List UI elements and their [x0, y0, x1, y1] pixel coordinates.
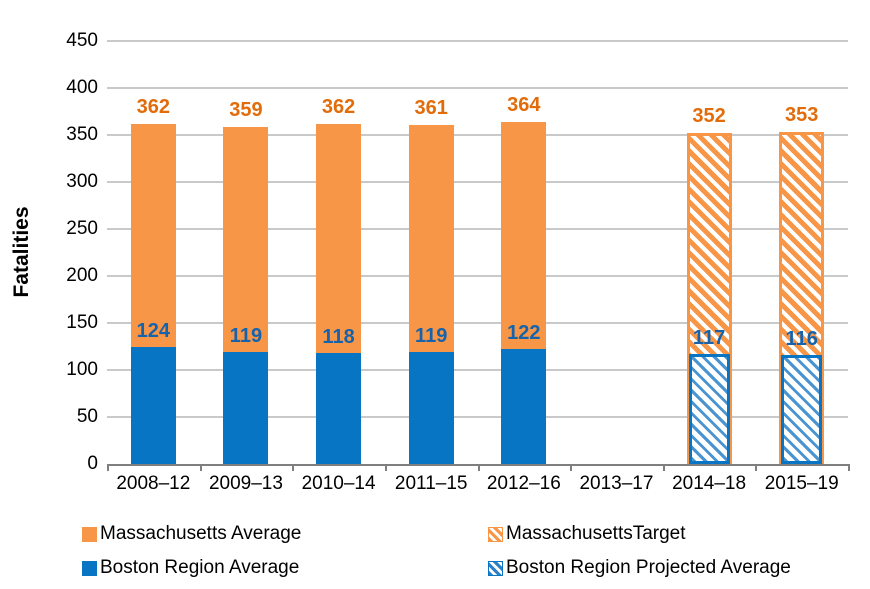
x-axis-tick-label: 2011–15 [394, 473, 468, 494]
gridline [107, 87, 848, 89]
y-axis-tick-label: 350 [66, 124, 98, 145]
y-axis-tick-label: 0 [87, 453, 98, 474]
massachusetts-average-bar [130, 123, 176, 348]
legend-label-massachusetts-target: MassachusettsTarget [506, 523, 686, 544]
massachusetts-average-bar [408, 124, 454, 353]
x-axis-tick-label: 2008–12 [116, 473, 191, 494]
boston-region-average-bar [501, 349, 547, 464]
y-axis-tick-label: 450 [66, 30, 98, 51]
boston-value-label: 118 [322, 326, 355, 349]
x-axis-tick [107, 464, 109, 471]
boston-value-label: 124 [136, 320, 170, 343]
legend-item-boston-region-average: Boston Region Average [82, 551, 488, 585]
legend: Massachusetts Average MassachusettsTarge… [82, 517, 842, 585]
gridline [107, 416, 848, 418]
massachusetts-average-swatch-icon [82, 526, 97, 542]
gridline [107, 134, 848, 136]
x-axis-tick-label: 2013–17 [579, 473, 654, 494]
boston-region-projected-average-bar [781, 354, 823, 464]
boston-value-label: 119 [415, 325, 448, 348]
x-axis-tick-label: 2010–14 [301, 473, 376, 494]
x-axis-tick-label: 2009–13 [208, 473, 283, 494]
legend-item-massachusetts-target: MassachusettsTarget [488, 517, 842, 551]
boston-region-average-swatch-icon [82, 560, 97, 576]
x-axis-tick-label: 2015–19 [764, 473, 839, 494]
legend-label-boston-region-average: Boston Region Average [100, 557, 300, 578]
gridline [107, 275, 848, 277]
boston-region-average-bar [316, 353, 362, 464]
gridline [107, 181, 848, 183]
x-axis-tick [570, 464, 573, 471]
y-axis-tick-label: 200 [66, 265, 98, 286]
y-axis-tick-label: 100 [66, 359, 98, 380]
x-axis-tick [292, 464, 295, 471]
y-axis-tick-label: 400 [66, 77, 98, 98]
legend-label-boston-region-projected-average: Boston Region Projected Average [506, 557, 791, 578]
boston-region-average-bar [223, 352, 269, 464]
x-axis-tick [477, 464, 480, 471]
x-axis-tick-label: 2014–18 [672, 473, 747, 494]
x-axis-tick [662, 464, 665, 471]
state-total-value-label: 353 [785, 104, 819, 127]
y-axis-tick-label: 300 [66, 171, 98, 192]
y-axis-tick-label: 50 [76, 406, 98, 427]
x-axis-tick [848, 464, 850, 471]
legend-item-massachusetts-average: Massachusetts Average [82, 517, 488, 551]
gridline [107, 369, 848, 371]
massachusetts-average-bar [316, 123, 362, 354]
gridline [107, 40, 848, 42]
legend-item-boston-region-projected-average: Boston Region Projected Average [488, 551, 842, 585]
boston-value-label: 122 [507, 322, 541, 345]
x-axis-tick [199, 464, 202, 471]
state-total-value-label: 361 [414, 96, 448, 119]
boston-value-label: 117 [692, 327, 726, 350]
x-axis-tick-label: 2012–16 [486, 473, 561, 494]
state-total-value-label: 364 [507, 93, 541, 116]
y-axis-tick-label: 150 [66, 312, 98, 333]
boston-region-average-bar [130, 347, 176, 464]
state-total-value-label: 362 [321, 95, 356, 118]
gridline [107, 322, 848, 324]
y-axis-tick-label: 250 [66, 218, 98, 239]
x-axis-tick [755, 464, 758, 471]
state-total-value-label: 352 [692, 105, 726, 128]
massachusetts-average-bar [501, 121, 547, 350]
boston-value-label: 116 [785, 327, 818, 350]
state-total-value-label: 362 [136, 95, 170, 118]
massachusetts-target-swatch-icon [488, 526, 503, 542]
state-total-value-label: 359 [229, 98, 263, 121]
boston-region-average-bar [408, 352, 454, 464]
gridline [107, 228, 848, 230]
boston-region-projected-average-swatch-icon [488, 560, 503, 576]
boston-value-label: 119 [229, 325, 263, 348]
x-axis-tick [384, 464, 387, 471]
massachusetts-average-bar [223, 126, 269, 353]
legend-label-massachusetts-average: Massachusetts Average [100, 523, 302, 544]
boston-region-projected-average-bar [688, 354, 730, 464]
